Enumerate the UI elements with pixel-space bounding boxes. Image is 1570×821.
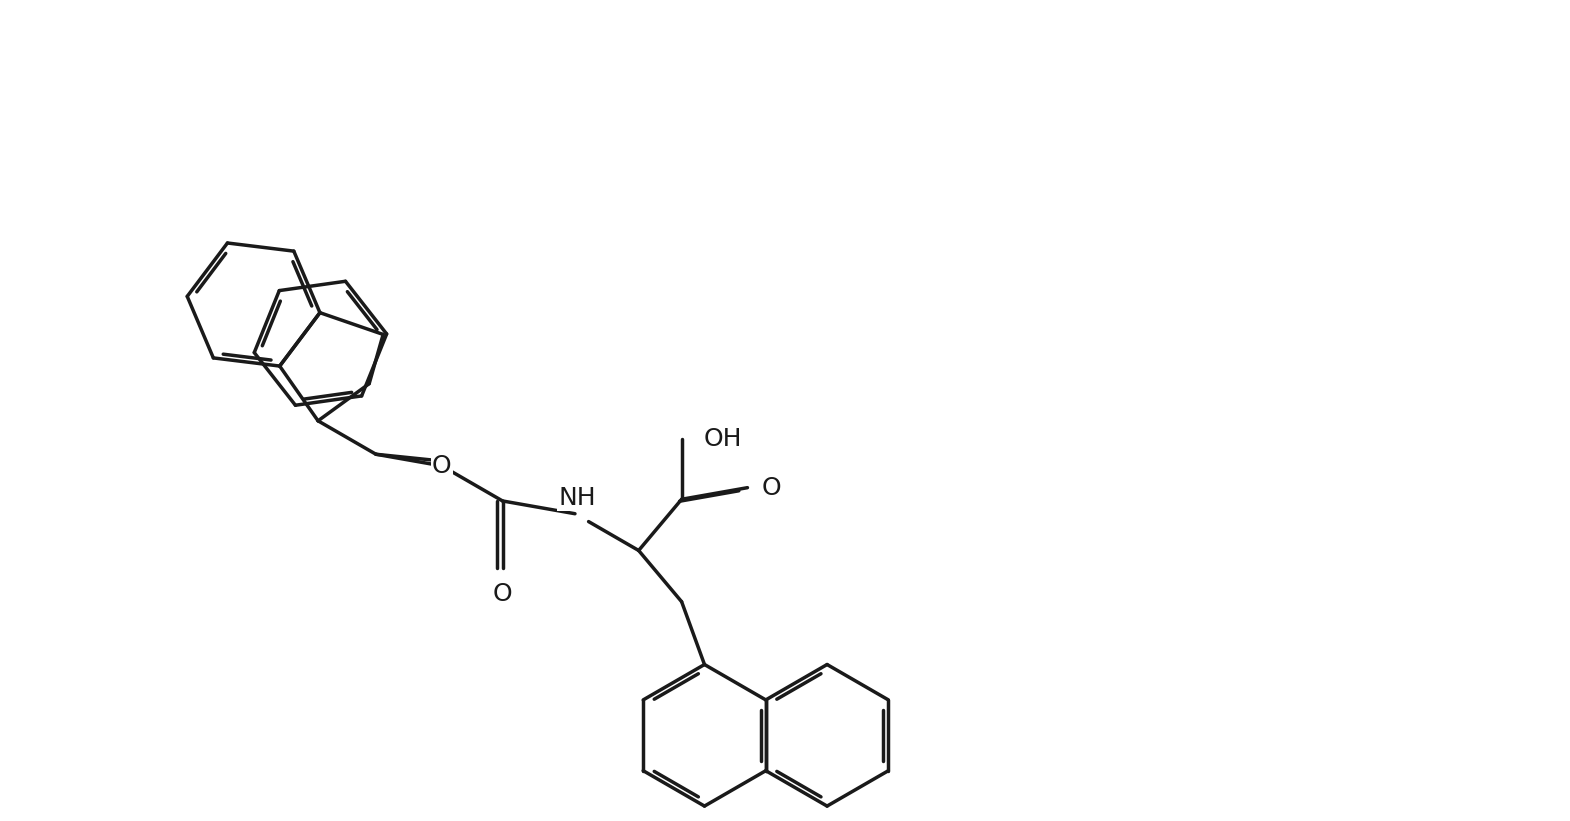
Text: O: O xyxy=(493,581,512,606)
Text: O: O xyxy=(761,475,780,500)
Text: O: O xyxy=(432,454,452,478)
Text: OH: OH xyxy=(703,427,741,451)
Text: NH: NH xyxy=(557,486,595,510)
